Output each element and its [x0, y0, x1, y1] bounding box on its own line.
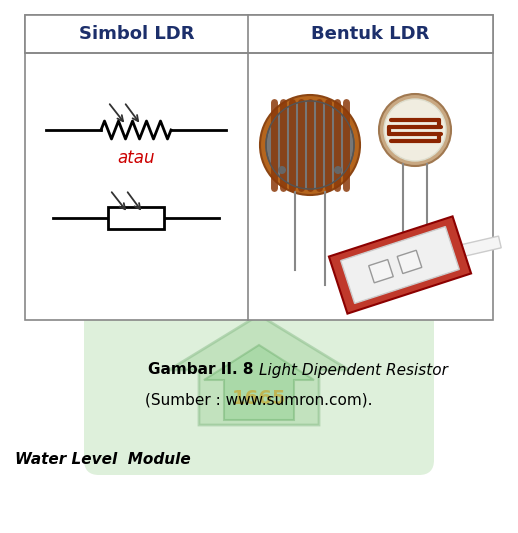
- FancyBboxPatch shape: [84, 245, 434, 475]
- Text: atau: atau: [117, 149, 155, 167]
- Circle shape: [334, 166, 342, 174]
- Polygon shape: [329, 216, 471, 313]
- Text: Light Dipendent Resistor: Light Dipendent Resistor: [259, 362, 448, 377]
- Circle shape: [278, 166, 286, 174]
- Text: Water Level  Module: Water Level Module: [15, 453, 191, 467]
- Bar: [108, 207, 164, 229]
- Bar: [25, 15, 493, 320]
- Text: Gambar II. 8: Gambar II. 8: [148, 362, 259, 377]
- Circle shape: [384, 99, 446, 161]
- Text: Simbol LDR: Simbol LDR: [79, 25, 194, 43]
- Polygon shape: [397, 251, 422, 273]
- Polygon shape: [369, 260, 393, 283]
- Polygon shape: [169, 315, 349, 425]
- Bar: [25, 15, 493, 53]
- Text: Bentuk LDR: Bentuk LDR: [311, 25, 430, 43]
- Text: 1665: 1665: [232, 389, 286, 408]
- Circle shape: [379, 94, 451, 166]
- Polygon shape: [204, 345, 314, 420]
- Polygon shape: [416, 236, 501, 267]
- Circle shape: [266, 101, 354, 189]
- Circle shape: [260, 95, 360, 195]
- Text: (Sumber : www.sumron.com).: (Sumber : www.sumron.com).: [145, 392, 373, 408]
- Polygon shape: [341, 227, 459, 303]
